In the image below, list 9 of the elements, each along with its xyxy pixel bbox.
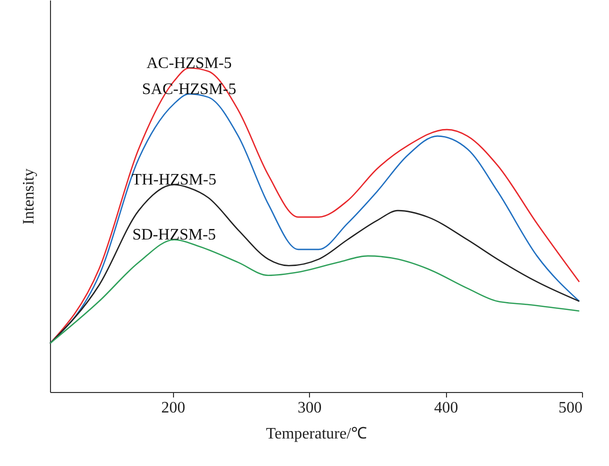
series-label: TH-HZSM-5 <box>132 172 216 189</box>
x-axis-title: Temperature/℃ <box>266 426 368 442</box>
x-tick-label: 500 <box>558 400 582 416</box>
x-tick-label: 300 <box>298 400 322 416</box>
x-tick-label: 400 <box>434 400 458 416</box>
y-axis-title: Intensity <box>20 168 38 224</box>
x-tick-label: 200 <box>161 400 186 416</box>
series-label: AC-HZSM-5 <box>146 55 232 72</box>
series-label: SD-HZSM-5 <box>132 226 216 244</box>
